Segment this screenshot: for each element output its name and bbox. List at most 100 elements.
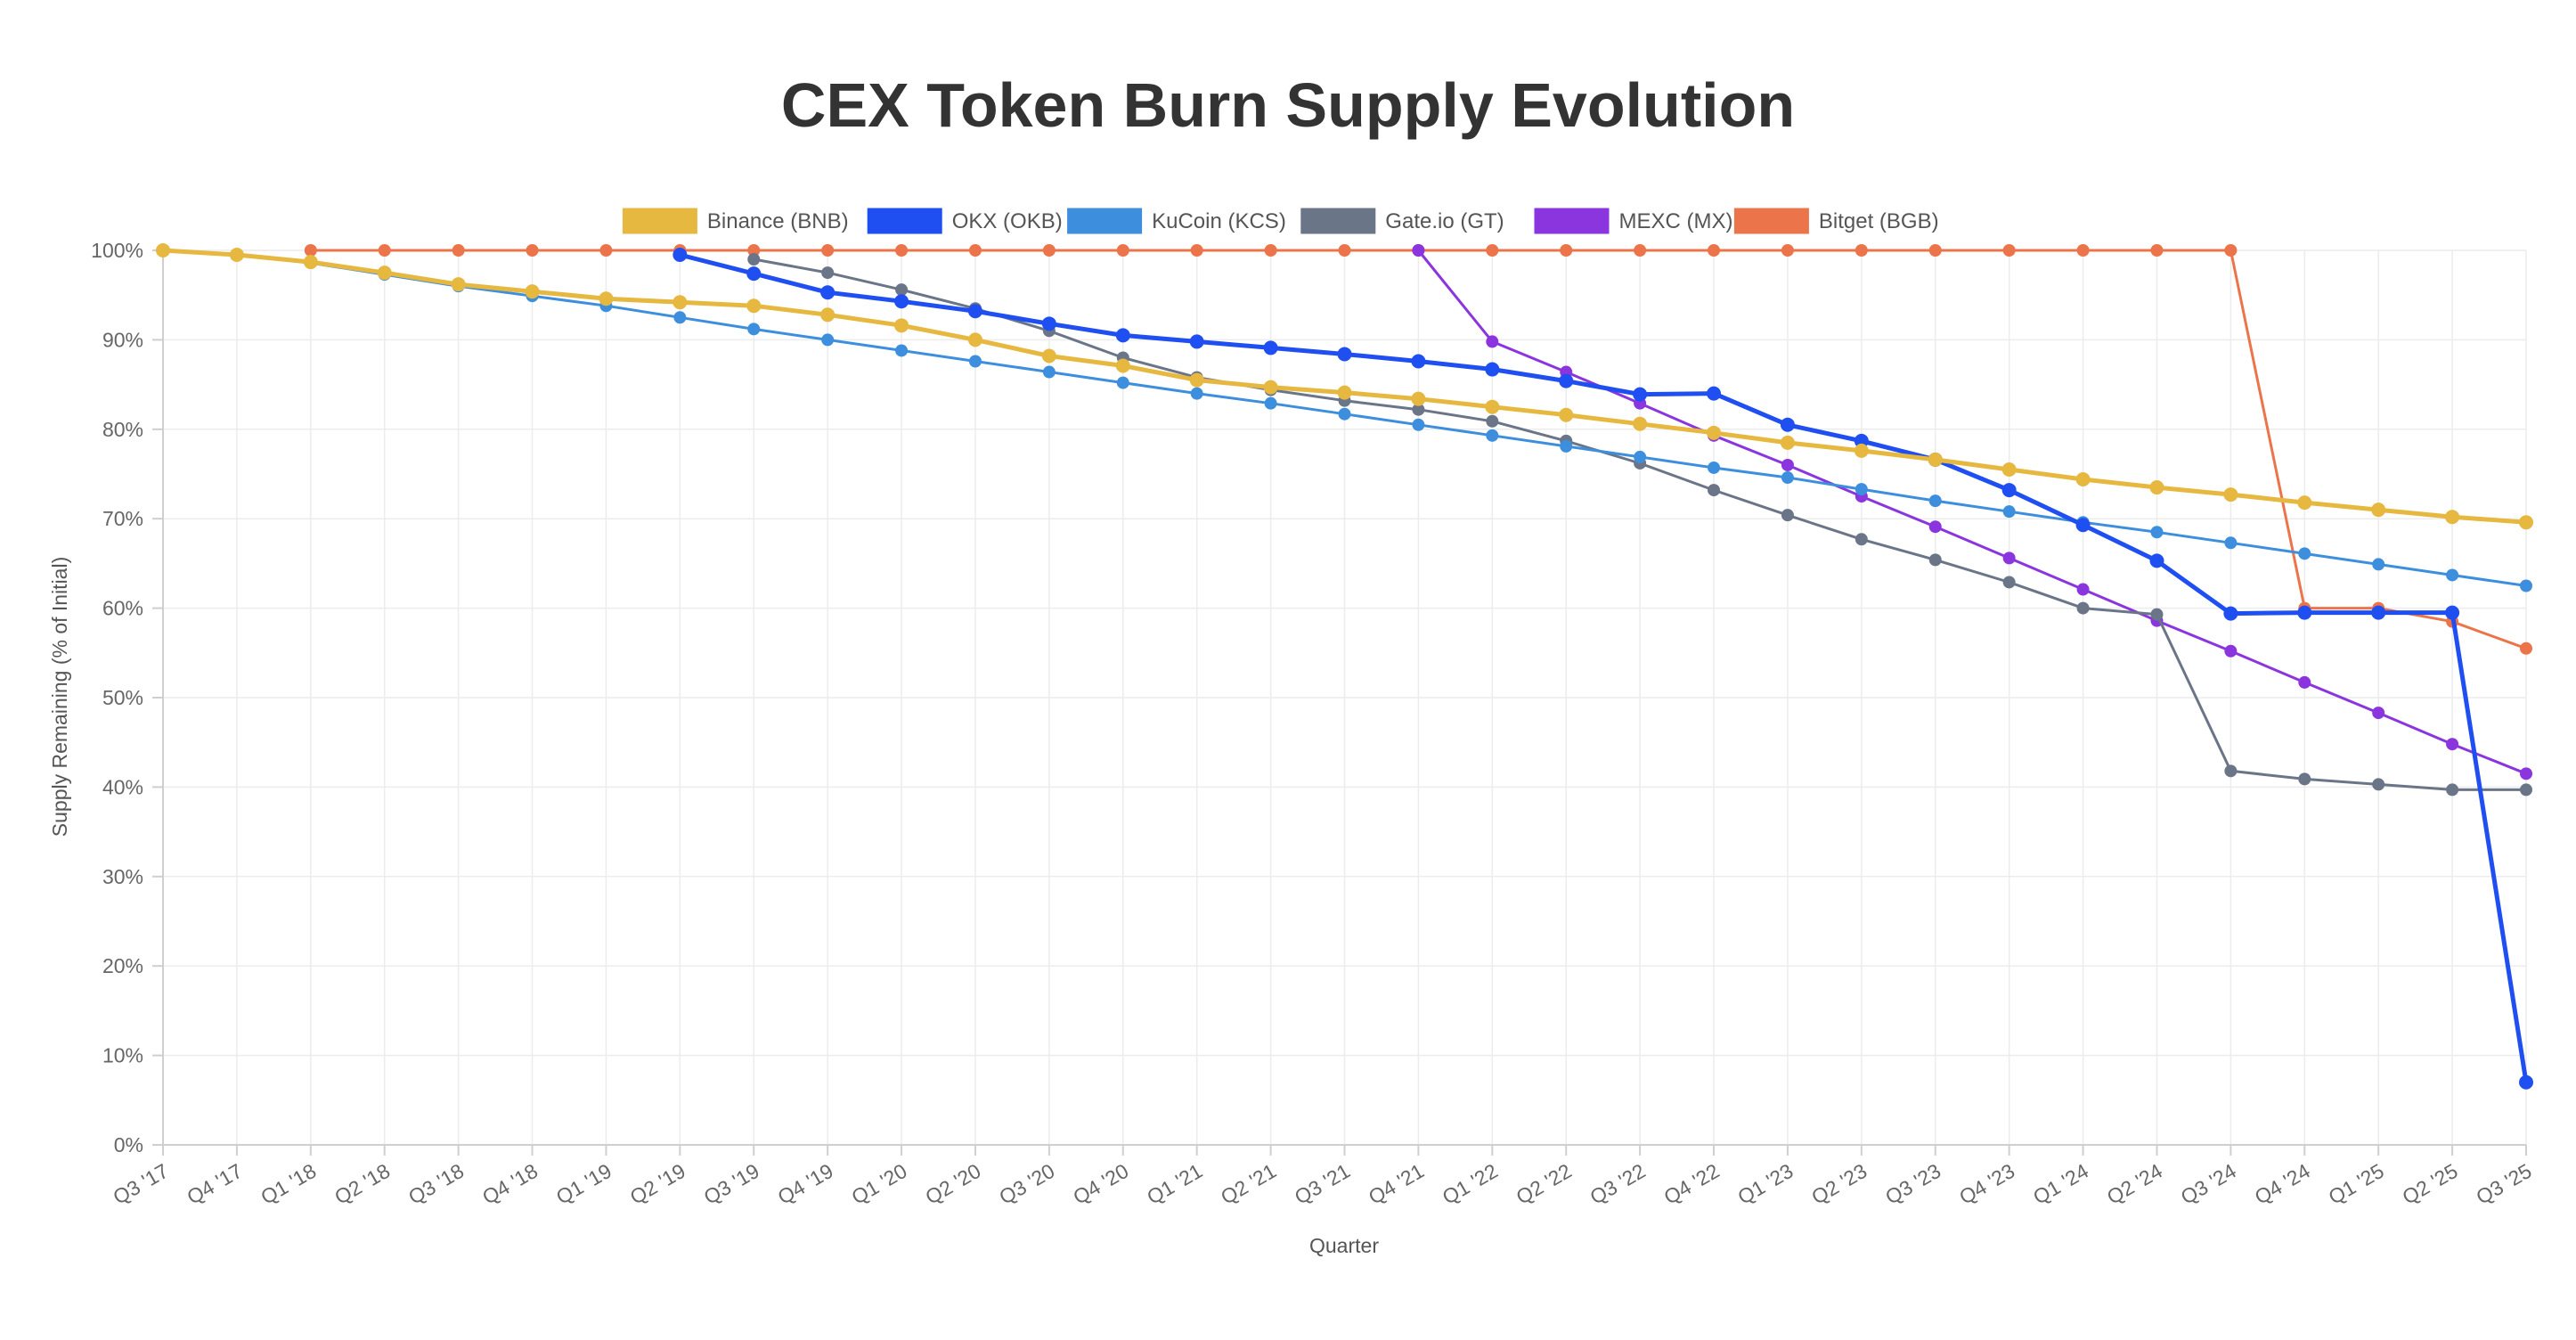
data-point-binance-bnb[interactable] (673, 295, 688, 310)
data-point-binance-bnb[interactable] (229, 248, 244, 263)
data-point-mexc-mx[interactable] (1928, 520, 1942, 534)
data-point-bitget-bgb[interactable] (1855, 244, 1868, 257)
data-point-okx-okb[interactable] (2445, 605, 2460, 620)
data-point-kucoin-kcs[interactable] (2224, 536, 2238, 550)
data-point-okx-okb[interactable] (2519, 1074, 2533, 1090)
data-point-mexc-mx[interactable] (2002, 552, 2016, 565)
data-point-bitget-bgb[interactable] (1708, 244, 1721, 257)
data-point-kucoin-kcs[interactable] (968, 355, 982, 368)
data-point-kucoin-kcs[interactable] (2150, 526, 2164, 539)
data-point-okx-okb[interactable] (746, 266, 762, 282)
data-point-okx-okb[interactable] (1485, 362, 1500, 377)
data-point-binance-bnb[interactable] (525, 284, 540, 299)
data-point-mexc-mx[interactable] (2298, 675, 2311, 689)
data-point-binance-bnb[interactable] (2445, 510, 2460, 525)
data-point-kucoin-kcs[interactable] (2298, 547, 2311, 560)
data-point-kucoin-kcs[interactable] (1855, 483, 1868, 496)
data-point-binance-bnb[interactable] (2223, 487, 2238, 502)
data-point-bitget-bgb[interactable] (1486, 244, 1499, 257)
data-point-mexc-mx[interactable] (1781, 458, 1794, 471)
data-point-kucoin-kcs[interactable] (1708, 461, 1721, 474)
data-point-binance-bnb[interactable] (894, 318, 909, 333)
data-point-binance-bnb[interactable] (1780, 435, 1795, 450)
data-point-bitget-bgb[interactable] (1338, 244, 1351, 257)
data-point-gate-io-gt[interactable] (2076, 601, 2090, 615)
data-point-binance-bnb[interactable] (1189, 372, 1204, 388)
data-point-binance-bnb[interactable] (2075, 472, 2091, 487)
legend-item-okx-okb[interactable]: OKX (OKB) (867, 208, 1063, 234)
data-point-gate-io-gt[interactable] (2520, 783, 2532, 797)
data-point-okx-okb[interactable] (820, 285, 836, 300)
data-point-binance-bnb[interactable] (599, 291, 614, 306)
legend[interactable]: Binance (BNB) OKX (OKB) KuCoin (KCS) Gate.i… (622, 208, 1939, 234)
data-point-okx-okb[interactable] (2149, 553, 2164, 568)
legend-item-bitget-bgb[interactable]: Bitget (BGB) (1733, 208, 1939, 234)
data-point-binance-bnb[interactable] (1337, 385, 1352, 400)
data-point-binance-bnb[interactable] (1559, 407, 1574, 422)
data-point-binance-bnb[interactable] (1707, 425, 1722, 440)
data-point-okx-okb[interactable] (1041, 316, 1056, 331)
data-point-binance-bnb[interactable] (1633, 416, 1648, 431)
data-point-bitget-bgb[interactable] (1928, 244, 1942, 257)
data-point-bitget-bgb[interactable] (2150, 244, 2164, 257)
data-point-kucoin-kcs[interactable] (1338, 407, 1351, 421)
data-point-bitget-bgb[interactable] (968, 244, 982, 257)
data-point-binance-bnb[interactable] (2149, 480, 2164, 495)
data-point-okx-okb[interactable] (1854, 433, 1869, 448)
data-point-bitget-bgb[interactable] (452, 244, 465, 257)
data-point-mexc-mx[interactable] (2372, 707, 2385, 720)
data-point-binance-bnb[interactable] (451, 277, 466, 292)
data-point-bitget-bgb[interactable] (747, 244, 761, 257)
data-point-gate-io-gt[interactable] (895, 283, 909, 297)
data-point-okx-okb[interactable] (1559, 373, 1574, 388)
data-point-okx-okb[interactable] (2075, 518, 2091, 533)
data-point-binance-bnb[interactable] (156, 243, 170, 257)
data-point-bitget-bgb[interactable] (1560, 244, 1573, 257)
data-point-binance-bnb[interactable] (377, 266, 392, 281)
data-point-okx-okb[interactable] (1115, 328, 1130, 343)
data-point-gate-io-gt[interactable] (1412, 403, 1425, 416)
data-point-binance-bnb[interactable] (1928, 452, 1943, 467)
data-point-mexc-mx[interactable] (1486, 335, 1499, 348)
data-point-bitget-bgb[interactable] (526, 244, 539, 257)
data-point-binance-bnb[interactable] (1263, 380, 1278, 395)
legend-item-binance-bnb[interactable]: Binance (BNB) (622, 208, 849, 234)
data-point-kucoin-kcs[interactable] (1264, 396, 1277, 410)
data-point-bitget-bgb[interactable] (378, 244, 391, 257)
data-point-gate-io-gt[interactable] (1855, 533, 1868, 546)
data-point-okx-okb[interactable] (1780, 417, 1795, 432)
data-point-okx-okb[interactable] (1411, 354, 1426, 369)
data-point-bitget-bgb[interactable] (2224, 244, 2238, 257)
data-point-okx-okb[interactable] (673, 248, 688, 263)
data-point-bitget-bgb[interactable] (1634, 244, 1647, 257)
data-point-mexc-mx[interactable] (2520, 767, 2532, 780)
data-point-kucoin-kcs[interactable] (1928, 494, 1942, 508)
data-point-okx-okb[interactable] (1633, 387, 1648, 402)
data-point-gate-io-gt[interactable] (1928, 553, 1942, 567)
data-point-okx-okb[interactable] (894, 294, 909, 309)
data-point-okx-okb[interactable] (1707, 386, 1722, 401)
data-point-binance-bnb[interactable] (1411, 391, 1426, 406)
data-point-mexc-mx[interactable] (2446, 738, 2459, 751)
data-point-mexc-mx[interactable] (2076, 583, 2090, 596)
data-point-binance-bnb[interactable] (1485, 399, 1500, 414)
data-point-kucoin-kcs[interactable] (1116, 376, 1129, 389)
data-point-bitget-bgb[interactable] (1116, 244, 1129, 257)
data-point-okx-okb[interactable] (2371, 605, 2386, 620)
data-point-binance-bnb[interactable] (2297, 495, 2312, 511)
data-point-mexc-mx[interactable] (1412, 244, 1425, 257)
data-point-bitget-bgb[interactable] (1190, 244, 1203, 257)
data-point-okx-okb[interactable] (2223, 606, 2238, 621)
data-point-binance-bnb[interactable] (967, 332, 982, 347)
data-point-bitget-bgb[interactable] (599, 244, 613, 257)
data-point-binance-bnb[interactable] (2519, 515, 2533, 530)
data-point-kucoin-kcs[interactable] (895, 344, 909, 357)
data-point-gate-io-gt[interactable] (2298, 772, 2311, 786)
data-point-okx-okb[interactable] (2001, 483, 2017, 498)
data-point-bitget-bgb[interactable] (895, 244, 909, 257)
data-point-kucoin-kcs[interactable] (1042, 365, 1056, 379)
data-point-bitget-bgb[interactable] (1042, 244, 1056, 257)
data-point-gate-io-gt[interactable] (1486, 414, 1499, 428)
legend-item-gate-io-gt[interactable]: Gate.io (GT) (1300, 208, 1504, 234)
data-point-kucoin-kcs[interactable] (1412, 418, 1425, 431)
